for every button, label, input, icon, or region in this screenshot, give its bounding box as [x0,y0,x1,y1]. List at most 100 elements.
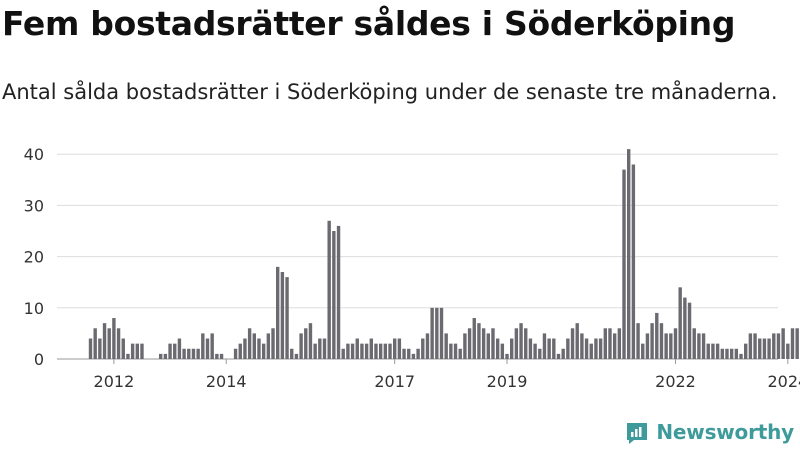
bar [598,338,603,359]
bar [552,338,556,359]
bar [753,333,757,359]
bar [589,343,593,359]
bar [191,348,196,359]
bar [252,333,256,359]
bar [556,353,561,359]
y-tick-label: 40 [24,145,44,164]
bar [294,353,299,359]
bar [706,343,710,359]
bar [608,328,612,359]
bar [729,348,734,359]
bar [243,338,247,359]
x-tick-label: 2022 [655,372,696,391]
bar [219,353,224,359]
bar [313,343,317,359]
bar [762,338,767,359]
bar [659,323,664,359]
bar [467,328,472,359]
bar [477,323,481,359]
bar [655,312,659,359]
bar [304,328,308,359]
bar [687,302,692,359]
bar [612,333,617,359]
bar [102,323,107,359]
brand-name: Newsworthy [656,420,794,444]
bar [196,348,200,359]
bar [98,338,102,359]
bar [631,164,636,359]
bar [720,348,724,359]
bar [350,343,355,359]
bar [341,348,345,359]
bar [673,328,678,359]
y-axis-ticks: 0 10 20 30 40 [24,145,44,369]
bar [393,338,397,359]
bar [130,343,135,359]
newsworthy-logo-icon [627,423,648,444]
bar [463,333,467,359]
bar [538,348,542,359]
bar [374,343,378,359]
bar [491,328,495,359]
bars [88,149,799,359]
bar [772,333,776,359]
bar [435,307,439,359]
bar [290,348,294,359]
bar [261,343,266,359]
bar [627,149,631,359]
bar [575,323,579,359]
bar [594,338,598,359]
bar [542,333,547,359]
bar [346,343,350,359]
bar [271,328,275,359]
bar [257,338,261,359]
bar [636,323,640,359]
bar [322,338,327,359]
bar [238,343,242,359]
bar [182,348,186,359]
x-axis-ticks: 2012 2014 2017 2019 2022 2024 [94,359,800,391]
bar [711,343,715,359]
bar [364,343,369,359]
bar [650,323,654,359]
bar [388,343,392,359]
bar [332,231,336,359]
bar [500,343,505,359]
bar [201,333,205,359]
bar [112,318,116,359]
x-tick-label: 2019 [487,372,528,391]
bar [701,333,706,359]
bar [776,333,781,359]
brand-logo: Newsworthy [624,419,794,445]
bar [308,323,313,359]
bar [378,343,383,359]
bar [247,328,252,359]
bar [786,343,790,359]
bar [505,353,509,359]
bar [528,338,533,359]
chart-title: Fem bostadsrätter såldes i Söderköping [2,4,736,43]
bar [697,333,701,359]
bar [355,338,359,359]
bar [486,333,490,359]
bar [561,348,565,359]
bar [215,353,219,359]
bar [715,343,720,359]
bar [177,338,182,359]
bar [360,343,364,359]
bar [285,277,289,359]
y-tick-label: 30 [24,196,44,215]
bar [299,333,303,359]
x-tick-label: 2012 [94,372,135,391]
bar [116,328,121,359]
bar [734,348,739,359]
bar [135,343,139,359]
bar [383,343,388,359]
bar [767,338,771,359]
bar [739,353,743,359]
bar [519,323,523,359]
y-tick-label: 10 [24,299,44,318]
bar [645,333,650,359]
bar [617,328,622,359]
bar [159,353,163,359]
